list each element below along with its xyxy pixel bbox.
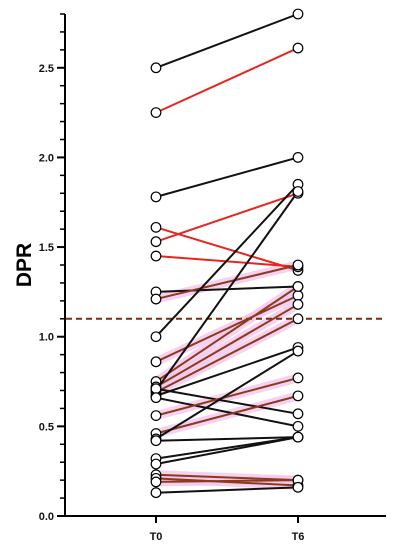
data-point: [150, 410, 162, 422]
data-point: [292, 152, 304, 163]
series-line: [155, 183, 299, 338]
series-line: [155, 387, 299, 415]
data-point: [292, 313, 304, 325]
series-line: [155, 156, 299, 198]
data-point: [292, 390, 304, 402]
data-point: [292, 290, 304, 301]
series-line: [155, 264, 299, 301]
y-tick-label: 2.0: [39, 152, 54, 164]
series-line: [155, 190, 299, 392]
series-line: [155, 294, 299, 363]
data-point: [150, 250, 162, 262]
data-point: [150, 476, 162, 488]
series-line: [155, 396, 299, 428]
x-ticks: T0 T6: [150, 516, 305, 543]
series-lines: [155, 13, 299, 494]
data-point: [292, 408, 304, 420]
y-tick-label: 1.5: [39, 242, 54, 254]
data-point: [150, 62, 162, 74]
x-tick-label: T6: [292, 531, 305, 543]
data-point: [292, 299, 304, 310]
series-line: [155, 350, 299, 440]
y-tick-label: 0.5: [39, 421, 54, 433]
series-line: [155, 394, 299, 435]
data-point: [150, 487, 162, 499]
data-point: [292, 259, 304, 271]
y-axis-title: DPR: [13, 243, 36, 287]
series-line: [155, 473, 299, 482]
data-point: [292, 481, 304, 493]
axes: [64, 14, 386, 517]
data-point: [150, 458, 162, 470]
series-line: [155, 436, 299, 442]
data-point: [150, 383, 162, 395]
series-line: [155, 376, 299, 417]
data-point: [150, 392, 162, 404]
data-point: [292, 372, 304, 384]
data-point: [150, 191, 162, 203]
data-point: [150, 331, 162, 343]
data-point: [292, 345, 304, 357]
x-tick-label: T0: [150, 531, 163, 543]
data-points: [150, 8, 304, 499]
data-point: [150, 435, 162, 447]
series-line: [155, 486, 299, 494]
data-point: [150, 107, 162, 119]
series-line: [155, 436, 299, 465]
series-line: [155, 192, 299, 243]
series-line: [155, 285, 299, 293]
y-ticks: 0.0 0.5 1.0 1.5 2.0 2.5: [39, 13, 65, 523]
series-line: [155, 13, 299, 69]
series-line: [155, 479, 299, 483]
series-line: [155, 346, 299, 397]
data-point: [292, 186, 304, 197]
data-point: [292, 8, 304, 20]
y-tick-label: 1.0: [39, 332, 54, 344]
series-line: [155, 285, 299, 383]
series-line: [155, 47, 299, 114]
data-point: [292, 42, 304, 54]
data-point: [150, 356, 162, 368]
y-tick-label: 2.5: [39, 63, 54, 75]
data-point: [292, 281, 304, 292]
data-point: [292, 420, 304, 432]
data-point: [292, 431, 304, 443]
data-point: [150, 221, 162, 233]
series-line: [155, 317, 299, 394]
data-point: [150, 236, 162, 248]
series-line: [155, 303, 299, 388]
data-point: [150, 293, 162, 305]
y-tick-label: 0.0: [39, 511, 54, 523]
